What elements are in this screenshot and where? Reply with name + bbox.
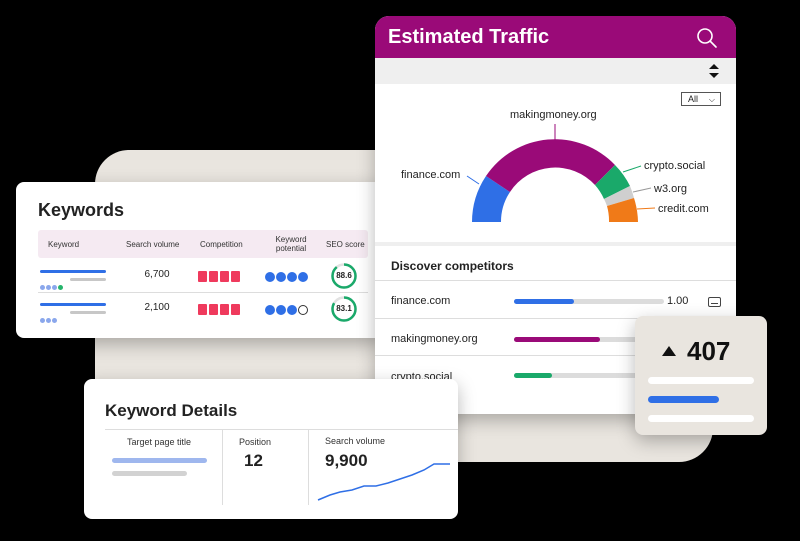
gauge-label-makingmoney: makingmoney.org [510,109,597,121]
search-volume-value: 9,900 [325,451,368,470]
keyword-potential-indicator [265,302,309,320]
column-search-volume[interactable]: Search volume [126,240,180,249]
traffic-header: Estimated Traffic [375,16,736,58]
target-page-title-label: Target page title [127,437,192,447]
gauge-segment-crypto [595,165,630,199]
rank-badge-value: 407 [687,336,731,366]
seo-score-ring: 88.6 [330,262,358,290]
competition-indicator [198,302,242,320]
gauge-segment-makingmoney [486,139,615,192]
column-seo-score[interactable]: SEO score [326,240,365,249]
table-row[interactable]: 6,700 88.6 [38,262,368,295]
arrow-up-icon [662,346,676,356]
competitor-bar [514,337,664,342]
gauge-label-credit: credit.com [658,203,709,215]
keywords-card: Keywords Keyword Search volume Competiti… [16,182,383,338]
keywords-table-header: Keyword Search volume Competition Keywor… [38,230,368,258]
chevron-down-icon: ⌵ [708,95,715,104]
competitor-name: makingmoney.org [391,333,478,345]
filter-value: All [688,94,699,104]
search-volume-value: 2,100 [144,302,170,313]
search-volume-value: 6,700 [144,269,170,280]
message-icon[interactable] [708,297,721,307]
column-competition[interactable]: Competition [200,240,243,249]
seo-score-value: 83.1 [336,304,352,313]
keyword-potential-indicator [265,269,309,287]
keyword-placeholder-bar [40,303,106,306]
search-volume-sparkline [317,463,450,501]
keyword-placeholder-bar [40,270,106,273]
position-value: 12 [244,451,263,470]
sort-bar [375,58,736,84]
gauge-segment-w3 [604,186,634,206]
column-keyword[interactable]: Keyword [48,240,80,249]
competitor-bar [514,373,664,378]
gauge-segment-credit [607,198,638,222]
competition-indicator [198,269,242,287]
target-title-placeholder [112,458,207,463]
traffic-title: Estimated Traffic [388,26,550,48]
keyword-tags [40,310,58,328]
sort-icon[interactable] [708,63,720,79]
competitor-value: 1.00 [667,295,689,307]
search-icon[interactable] [696,27,718,49]
competitor-name: finance.com [391,295,451,307]
position-label: Position [239,437,272,447]
gauge-label-crypto: crypto.social [644,160,706,172]
search-volume-label: Search volume [325,436,386,446]
column-keyword-potential[interactable]: Keyword potential [275,235,307,253]
filter-dropdown[interactable]: All ⌵ [681,92,721,106]
table-row[interactable]: 2,100 83.1 [38,295,368,325]
gauge-label-w3: w3.org [654,183,688,195]
gauge-segment-finance [472,176,510,222]
seo-score-value: 88.6 [336,271,352,280]
keywords-title: Keywords [38,200,125,220]
keyword-details-title: Keyword Details [105,401,238,420]
traffic-gauge [466,124,656,222]
discover-competitors-title: Discover competitors [391,259,514,273]
seo-score-ring: 83.1 [330,295,358,323]
keyword-tags [40,277,64,295]
gauge-label-finance: finance.com [401,169,461,181]
rank-badge-card: 407 [635,316,767,435]
competitor-bar [514,299,664,304]
keyword-details-card: Keyword Details Target page title Positi… [84,379,458,519]
